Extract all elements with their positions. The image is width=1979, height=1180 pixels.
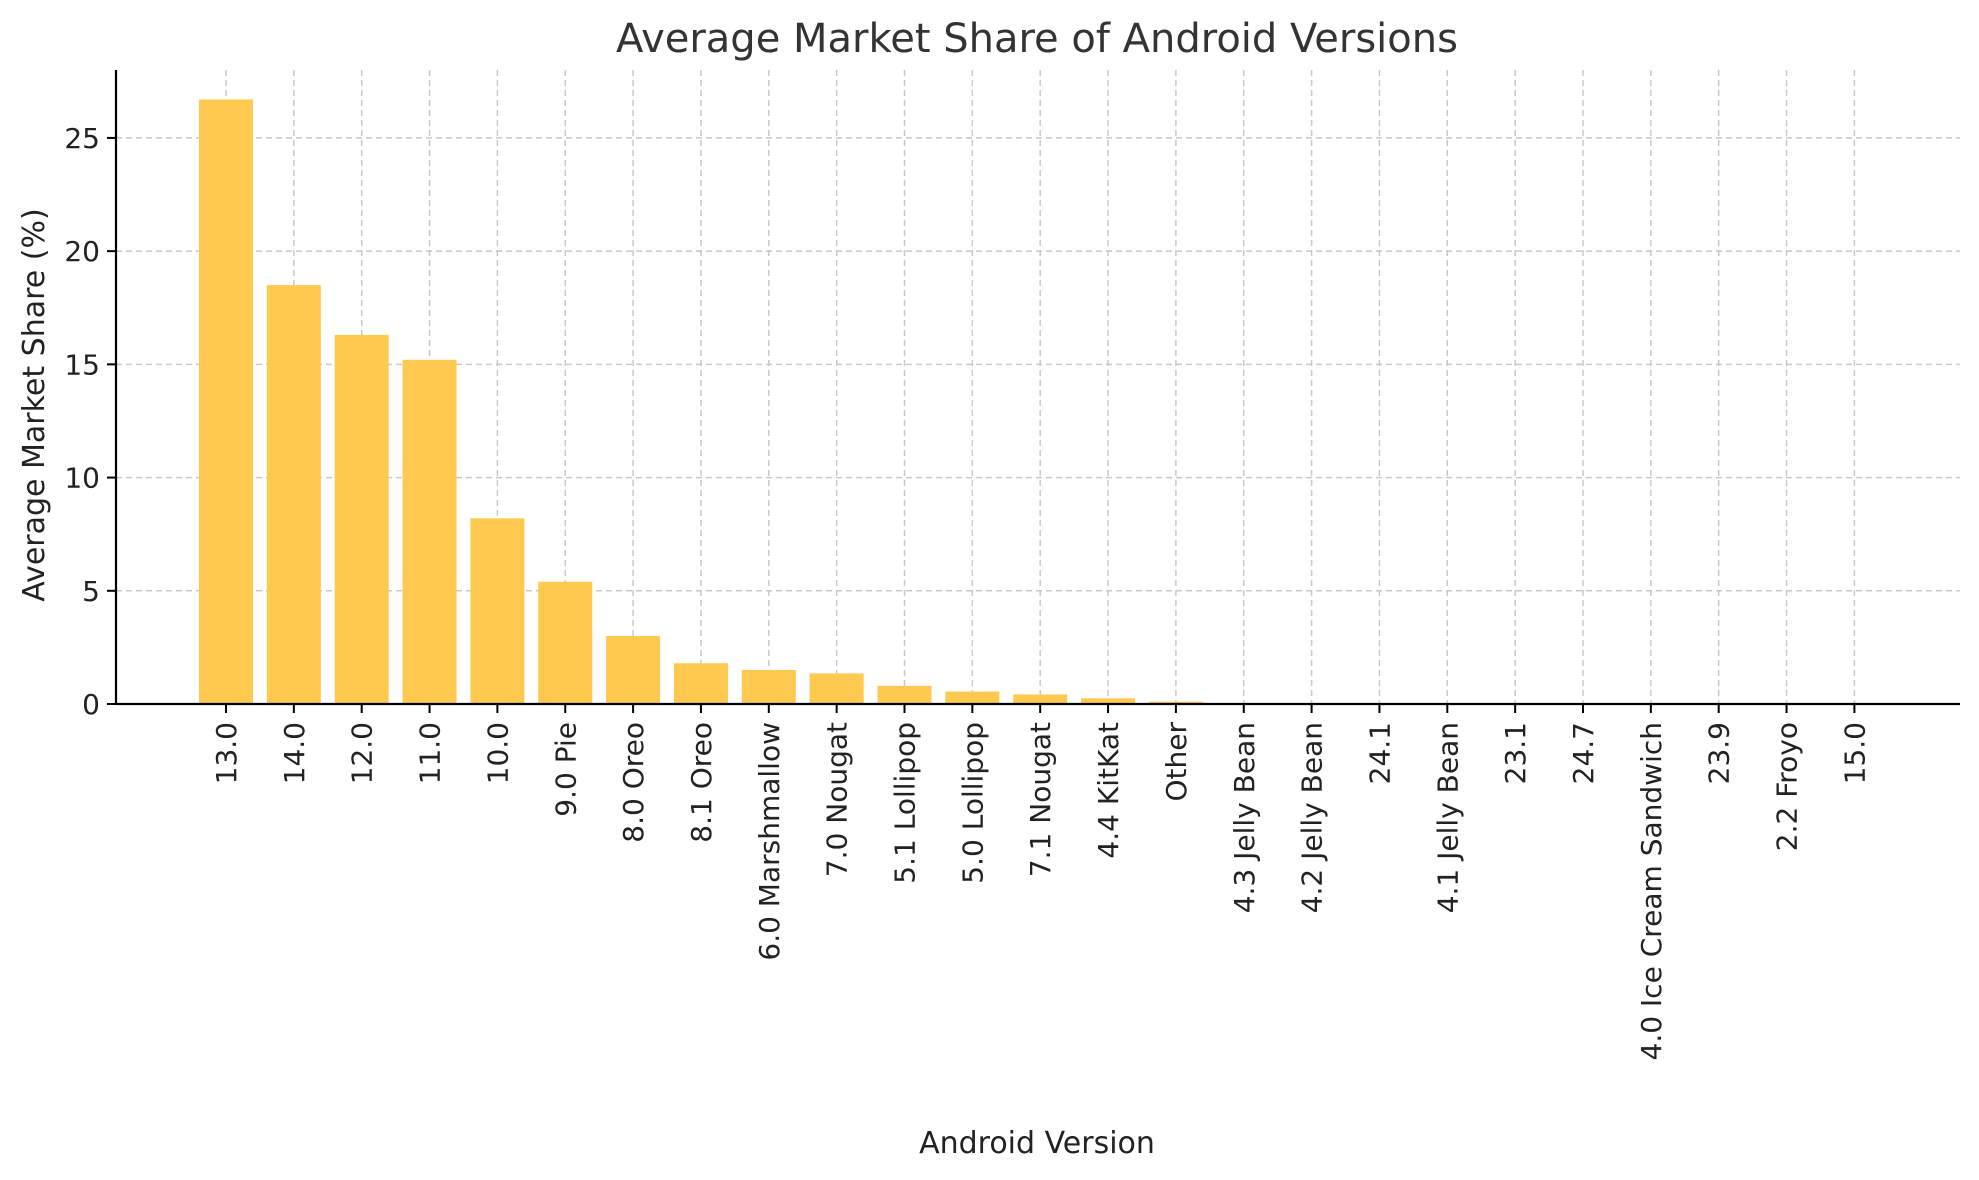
x-tick-label: 14.0 — [278, 722, 311, 784]
y-tick-label: 20 — [64, 235, 100, 268]
x-tick-label: 23.1 — [1499, 722, 1532, 784]
bar — [538, 581, 593, 704]
chart-title: Average Market Share of Android Versions — [616, 16, 1458, 62]
bar-layer — [199, 99, 1475, 704]
bar — [266, 285, 321, 704]
x-tick-label: 24.7 — [1567, 722, 1600, 784]
axis-layer — [114, 70, 1960, 706]
x-tick-label: 5.1 Lollipop — [889, 722, 922, 884]
x-tick-label: 11.0 — [414, 722, 447, 784]
y-axis-label: Average Market Share (%) — [17, 208, 52, 601]
x-tick-label: 13.0 — [210, 722, 243, 784]
bar — [809, 673, 864, 704]
x-tick-label: 4.3 Jelly Bean — [1228, 722, 1261, 913]
x-tick-label: 4.1 Jelly Bean — [1431, 722, 1464, 913]
grid-layer — [116, 70, 1960, 705]
bar — [741, 670, 796, 704]
x-axis-label: Android Version — [919, 1126, 1155, 1161]
bar — [673, 663, 728, 704]
x-tick-label: 8.0 Oreo — [617, 722, 650, 843]
x-tick-label: 4.2 Jelly Bean — [1296, 722, 1329, 913]
y-tick-label: 0 — [82, 688, 100, 721]
bar — [1148, 701, 1203, 704]
bar — [606, 636, 661, 704]
x-tick-layer: 13.0 14.0 12.0 11.0 10.0 9.0 Pie 8.0 Oreo 8.1 O… — [210, 704, 1871, 1061]
y-tick-label: 25 — [64, 122, 100, 155]
y-tick-label: 15 — [64, 348, 100, 381]
x-tick-label: 5.0 Lollipop — [956, 722, 989, 884]
x-tick-label: 24.1 — [1363, 722, 1396, 784]
bar — [334, 334, 389, 704]
bar — [945, 691, 1000, 704]
x-tick-label: 8.1 Oreo — [685, 722, 718, 843]
y-tick-label: 10 — [64, 462, 100, 495]
x-tick-label: 6.0 Marshmallow — [753, 722, 786, 961]
x-tick-label: 4.4 KitKat — [1092, 722, 1125, 859]
bar — [1013, 694, 1068, 704]
x-tick-label: 7.0 Nougat — [821, 722, 854, 877]
bar — [402, 359, 457, 704]
y-tick-layer: 0 5 10 15 20 25 — [64, 122, 116, 721]
x-tick-label: 23.9 — [1703, 722, 1736, 784]
x-tick-label: 2.2 Froyo — [1771, 722, 1804, 851]
x-tick-label: 7.1 Nougat — [1024, 722, 1057, 877]
bar — [877, 685, 932, 704]
bar — [199, 99, 253, 704]
x-tick-label: 15.0 — [1838, 722, 1871, 784]
bar — [1081, 698, 1136, 704]
bar — [470, 518, 525, 704]
y-tick-label: 5 — [82, 575, 100, 608]
x-tick-label: 12.0 — [346, 722, 379, 784]
x-tick-label: 9.0 Pie — [549, 722, 582, 817]
x-tick-label: Other — [1160, 722, 1193, 802]
x-tick-label: 4.0 Ice Cream Sandwich — [1635, 722, 1668, 1061]
x-tick-label: 10.0 — [481, 722, 514, 784]
